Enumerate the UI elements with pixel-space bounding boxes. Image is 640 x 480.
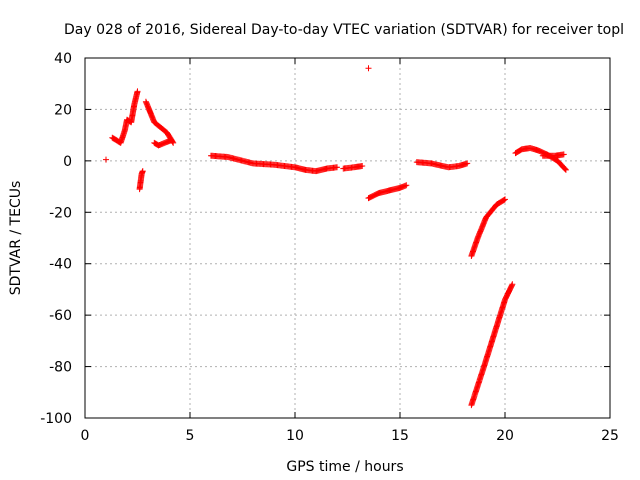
plot-frame [84,57,611,419]
chart-title: Day 028 of 2016, Sidereal Day-to-day VTE… [64,22,624,38]
x-tick-label: 5 [186,428,195,444]
data-point [168,137,175,144]
y-axis-label: SDTVAR / TECUs [8,181,24,296]
data-point [562,166,569,173]
data-point [359,163,366,169]
data-point [501,197,508,203]
data-point [334,164,340,171]
y-tick-label: 20 [54,102,72,118]
x-tick-label: 20 [496,428,514,444]
data-point [403,182,410,189]
grid [85,58,610,418]
x-tick-label: 15 [391,428,409,444]
x-tick-label: 10 [286,428,304,444]
x-tick-label: 0 [81,428,90,444]
data-point [560,151,567,158]
y-tick-label: -80 [49,360,72,376]
y-tick-label: -60 [49,308,72,324]
data-point [562,166,569,173]
y-tick-label: -40 [49,257,72,273]
axis-ticks: 0 5 10 15 20 25 -100 -80 -60 -40 -20 0 20 40 [40,51,619,444]
data-point [134,88,141,95]
data-point [365,65,372,72]
data-point [139,168,146,175]
data-point [509,281,516,288]
y-tick-label: -100 [40,411,72,427]
y-tick-label: 0 [63,154,72,170]
x-tick-label: 25 [601,428,619,444]
data-point [103,156,109,163]
data-points [103,65,569,409]
data-point [464,160,471,167]
x-axis-label: GPS time / hours [286,459,403,475]
y-tick-label: 40 [54,51,72,67]
data-point [502,196,508,203]
y-tick-label: -20 [49,205,72,221]
